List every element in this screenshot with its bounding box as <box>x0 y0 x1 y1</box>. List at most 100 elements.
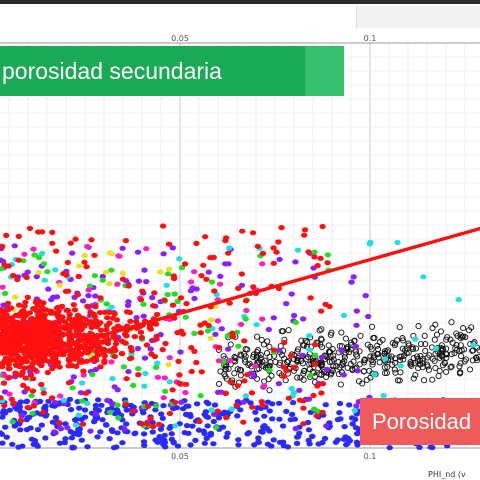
data-point-colored-red <box>15 302 23 308</box>
data-point-colored-green <box>235 343 242 349</box>
data-point-colored-magenta <box>21 251 28 257</box>
data-point-colored-blue <box>119 440 126 446</box>
data-point-colored-red <box>36 311 43 317</box>
data-point-colored-purple <box>338 348 345 354</box>
data-point-colored-red <box>98 347 105 353</box>
data-point-colored-red <box>65 358 73 364</box>
data-point-open <box>473 354 480 361</box>
data-point-open <box>419 357 426 364</box>
data-point-colored-blue <box>291 416 299 422</box>
data-point-colored-yellow <box>35 269 42 275</box>
data-point-colored-red <box>44 369 51 376</box>
data-point-colored-blue <box>90 419 98 425</box>
data-point-colored-blue <box>92 402 100 408</box>
data-point-colored-red <box>57 332 65 338</box>
data-point-colored-green <box>28 393 35 399</box>
data-point-open <box>216 380 223 387</box>
data-point-colored-cyan <box>351 407 358 414</box>
data-point-colored-cyan <box>78 380 86 386</box>
data-point-colored-blue <box>276 416 283 422</box>
data-point-colored-red <box>11 350 19 356</box>
data-point-colored-red <box>313 413 320 419</box>
data-point-open <box>329 367 336 375</box>
data-point-open <box>295 346 302 353</box>
data-point-open <box>384 347 392 354</box>
data-point-open <box>407 361 414 368</box>
data-point-open <box>469 347 476 354</box>
data-point-colored-red <box>275 239 282 245</box>
data-point-open <box>421 332 428 339</box>
data-point-colored-red <box>259 402 266 408</box>
data-point-colored-magenta <box>259 316 266 322</box>
data-point-colored-purple <box>51 399 59 406</box>
data-point-colored-green <box>174 298 181 304</box>
data-point-colored-red <box>91 252 98 258</box>
data-point-colored-purple <box>99 273 107 280</box>
data-point-colored-cyan <box>288 385 295 392</box>
data-point-open <box>457 332 464 339</box>
data-point-colored-cyan <box>412 336 419 342</box>
data-point-colored-purple <box>33 274 40 280</box>
data-point-colored-cyan <box>228 406 235 412</box>
data-point-open <box>341 358 348 365</box>
data-point-colored-red <box>66 311 73 317</box>
data-point-colored-blue <box>253 417 260 423</box>
data-point-colored-red <box>290 364 298 370</box>
data-point-colored-blue <box>159 415 166 421</box>
data-point-colored-blue <box>255 435 262 441</box>
data-point-colored-red <box>72 236 79 242</box>
data-point-colored-red <box>91 355 98 361</box>
data-point-colored-magenta <box>1 372 8 378</box>
data-point-open <box>285 327 292 334</box>
data-point-colored-purple <box>276 256 283 262</box>
plot-frame <box>0 42 480 449</box>
data-point-colored-purple <box>178 399 185 405</box>
data-point-colored-red <box>152 321 160 327</box>
data-point-open <box>460 325 467 332</box>
data-point-colored-blue <box>207 430 215 436</box>
data-point-colored-red <box>12 362 20 368</box>
data-point-open <box>429 355 436 362</box>
data-point-colored-purple <box>0 257 4 263</box>
data-point-colored-red <box>4 327 11 333</box>
data-point-colored-blue <box>160 439 167 445</box>
data-point-colored-red <box>79 421 87 427</box>
data-point-colored-red <box>38 381 45 388</box>
data-point-open <box>367 374 374 381</box>
data-point-colored-red <box>270 245 277 251</box>
data-point-colored-yellow <box>102 269 110 275</box>
data-point-open <box>399 335 406 342</box>
data-point-colored-purple <box>290 312 298 319</box>
data-point-colored-purple <box>134 345 142 352</box>
data-point-colored-blue <box>211 402 219 408</box>
data-point-open <box>344 343 351 350</box>
data-point-colored-red <box>181 261 189 267</box>
data-point-colored-red <box>211 288 218 294</box>
data-point-colored-purple <box>352 343 360 349</box>
data-point-colored-blue <box>221 409 228 415</box>
data-point-colored-magenta <box>243 307 250 314</box>
data-point-open <box>236 366 244 373</box>
data-point-colored-red <box>23 348 30 355</box>
secondary-porosity-label-cap <box>305 46 344 96</box>
data-point-colored-red <box>54 304 62 310</box>
data-point-colored-red <box>55 320 63 326</box>
data-point-colored-red <box>318 390 325 396</box>
data-point-colored-yellow <box>165 362 172 368</box>
data-point-colored-red <box>241 378 248 384</box>
data-point-colored-blue <box>17 399 24 405</box>
data-point-colored-red <box>314 263 321 269</box>
data-point-colored-cyan <box>109 376 116 382</box>
data-point-colored-red <box>147 415 154 422</box>
data-point-colored-purple <box>353 403 360 409</box>
data-point-open <box>261 378 268 385</box>
data-point-colored-blue <box>174 443 182 449</box>
data-point-colored-blue <box>76 426 84 432</box>
data-point-colored-blue <box>270 437 277 443</box>
data-point-colored-purple <box>299 352 306 358</box>
data-point-colored-purple <box>187 288 195 294</box>
data-point-open <box>416 357 424 364</box>
data-point-open <box>439 352 446 359</box>
data-point-colored-red <box>5 366 12 372</box>
